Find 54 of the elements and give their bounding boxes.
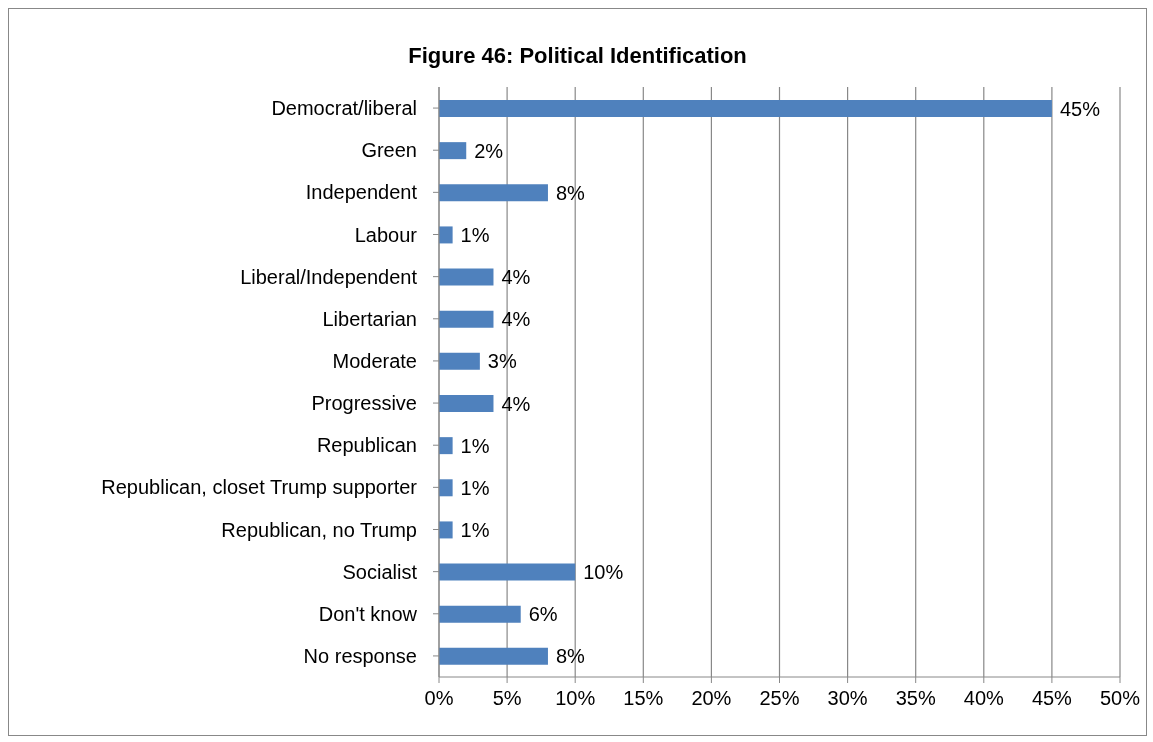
data-label: 1% bbox=[460, 519, 490, 542]
y-tick-label: Liberal/Independent bbox=[240, 265, 418, 288]
bar bbox=[439, 184, 548, 202]
data-label: 4% bbox=[501, 266, 531, 289]
y-tick-label: No response bbox=[303, 645, 417, 668]
y-tick-label: Moderate bbox=[332, 350, 417, 373]
y-tick-label: Democrat/liberal bbox=[271, 97, 417, 120]
chart-title: Figure 46: Political Identification bbox=[407, 43, 748, 70]
x-tick-label: 40% bbox=[963, 687, 1005, 710]
y-tick-label: Republican, closet Trump supporter bbox=[101, 476, 418, 499]
data-label: 1% bbox=[460, 476, 490, 499]
bar bbox=[439, 479, 453, 497]
data-label: 45% bbox=[1059, 97, 1101, 120]
x-tick-label: 30% bbox=[827, 687, 868, 710]
data-label: 1% bbox=[460, 434, 490, 457]
y-tick-label: Republican, no Trump bbox=[221, 518, 417, 541]
y-tick-label: Socialist bbox=[342, 560, 418, 583]
bar bbox=[439, 605, 521, 623]
y-tick-label: Republican bbox=[316, 434, 417, 457]
x-tick-label: 15% bbox=[623, 687, 664, 710]
bar bbox=[439, 352, 480, 370]
x-tick-label: 35% bbox=[895, 687, 936, 710]
data-label: 6% bbox=[528, 603, 558, 626]
bar bbox=[439, 100, 1052, 117]
data-label: 8% bbox=[555, 645, 586, 668]
y-tick-label: Green bbox=[361, 139, 417, 162]
y-tick-label: Don't know bbox=[318, 602, 418, 625]
data-label: 4% bbox=[501, 392, 531, 415]
y-tick-label: Progressive bbox=[311, 392, 417, 415]
x-tick-label: 10% bbox=[555, 687, 596, 710]
data-label: 8% bbox=[555, 181, 586, 204]
bar bbox=[439, 310, 494, 328]
x-tick-label: 5% bbox=[492, 687, 522, 710]
y-tick-label: Libertarian bbox=[322, 307, 417, 330]
x-tick-label: 25% bbox=[759, 687, 800, 710]
data-label: 1% bbox=[460, 224, 490, 247]
bar bbox=[439, 395, 494, 412]
data-label: 4% bbox=[501, 308, 531, 331]
bar bbox=[439, 647, 548, 665]
data-label: 2% bbox=[474, 139, 504, 162]
bar bbox=[439, 268, 494, 286]
bar bbox=[439, 563, 576, 581]
x-tick-label: 20% bbox=[691, 687, 732, 710]
bar bbox=[439, 226, 453, 244]
y-tick-label: Independent bbox=[305, 181, 418, 204]
data-label: 3% bbox=[487, 350, 517, 373]
bar bbox=[439, 142, 467, 160]
bar bbox=[439, 521, 453, 539]
data-label: 10% bbox=[583, 561, 624, 584]
y-tick-label: Labour bbox=[354, 223, 418, 246]
x-tick-label: 50% bbox=[1099, 687, 1141, 710]
x-tick-label: 45% bbox=[1031, 687, 1073, 710]
bar bbox=[439, 437, 453, 455]
x-tick-label: 0% bbox=[424, 687, 454, 710]
